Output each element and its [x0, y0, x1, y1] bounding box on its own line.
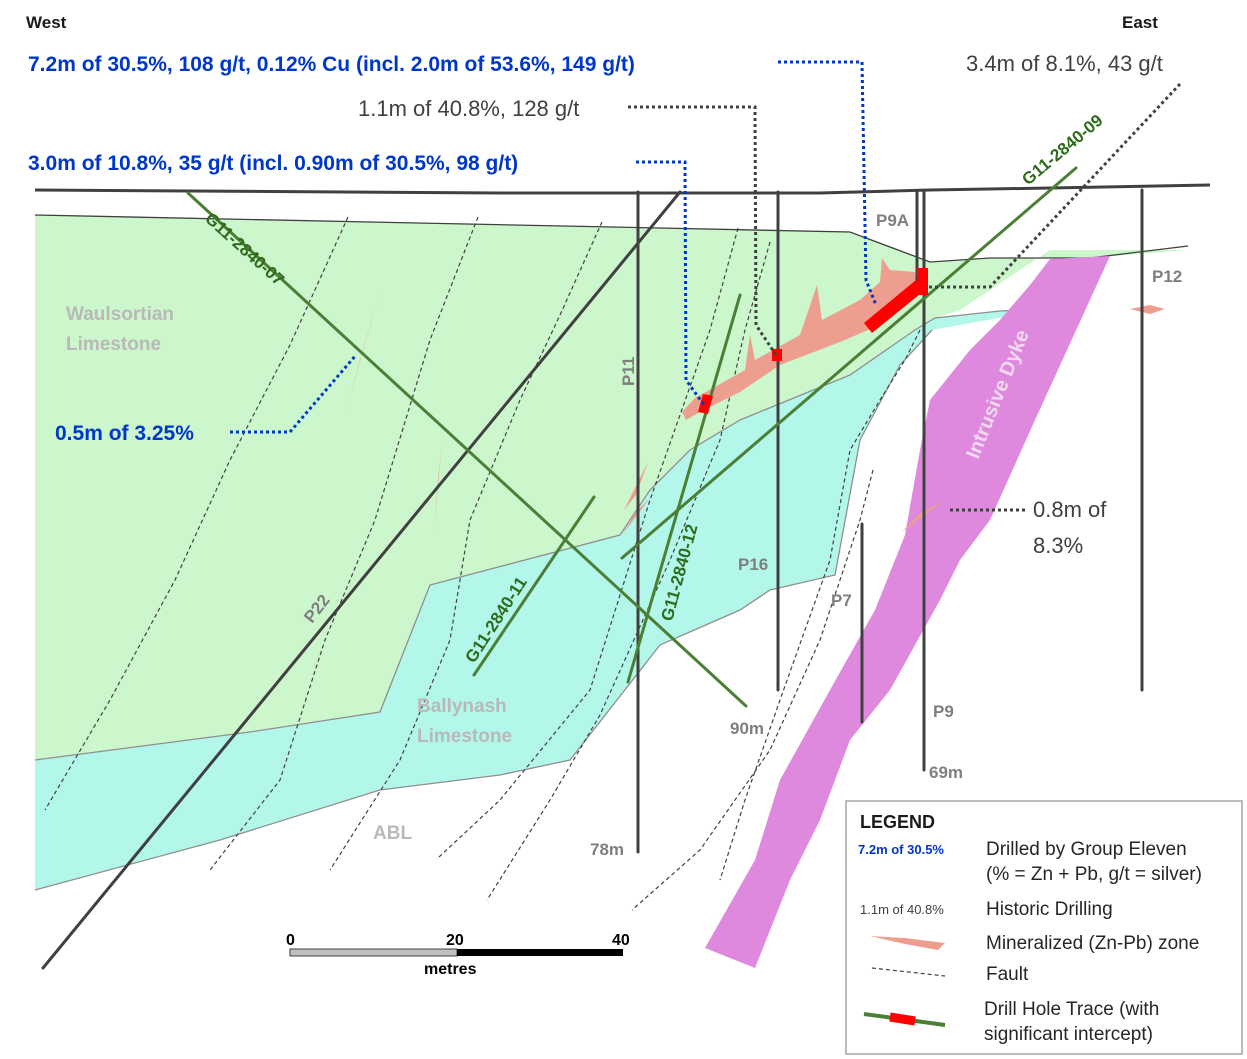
- waulsortian-base-contact: [34, 308, 1049, 761]
- leader-g07-upper: [230, 354, 358, 434]
- legend-group-eleven-label-2: (% = Zn + Pb, g/t = silver): [986, 864, 1202, 885]
- unit-label-abl: ABL: [373, 823, 412, 844]
- depth-label-p11: 78m: [590, 840, 624, 859]
- hole-label-p9: P9: [933, 702, 954, 721]
- mineralized-zone-lens: [624, 462, 648, 510]
- legend-box: [845, 800, 1243, 1055]
- fault-line: [329, 221, 603, 871]
- fault-line: [209, 216, 479, 871]
- callout-hist-p16: 1.1m of 40.8%, 128 g/t: [358, 96, 579, 121]
- legend-fault-swatch: [871, 967, 946, 977]
- scale-bar-light-segment: [289, 948, 458, 957]
- mineralized-zone-main: [682, 258, 918, 420]
- fault-line: [44, 216, 349, 811]
- legend-historic-sample: 1.1m of 40.8%: [860, 902, 944, 917]
- callout-g07-upper: 0.5m of 3.25%: [55, 422, 194, 445]
- legend-historic-label: Historic Drilling: [986, 899, 1113, 920]
- legend-mineralized-label: Mineralized (Zn-Pb) zone: [986, 933, 1199, 954]
- hole-label-p9a: P9A: [876, 211, 909, 230]
- intercept-p16: [772, 349, 782, 361]
- legend-group-eleven-sample: 7.2m of 30.5%: [858, 842, 944, 857]
- depth-label-g07: 90m: [730, 719, 764, 738]
- scale-unit: metres: [424, 961, 477, 978]
- leader-hist-p16: [628, 105, 778, 356]
- mineralized-zone-lens: [1130, 305, 1165, 314]
- ballynash-base-contact: [34, 329, 933, 891]
- intercept-p9a: [917, 268, 928, 295]
- mineralized-zone-lens: [346, 292, 380, 410]
- leader-hist-p9a: [928, 82, 1182, 289]
- ballynash-limestone-unit: [35, 309, 1048, 890]
- depth-label-p9: 69m: [929, 763, 963, 782]
- mineralized-zones: [346, 258, 1165, 535]
- hole-label-p16: P16: [738, 555, 768, 574]
- legend-trace-label-2: significant intercept): [984, 1024, 1153, 1045]
- drill-hole-p22: [41, 190, 682, 970]
- drill-hole-g11-2840-09: [620, 166, 1078, 560]
- fault-line: [631, 469, 874, 911]
- callout-hist-dyke-2: 8.3%: [1033, 533, 1083, 558]
- callout-hist-p9a: 3.4m of 8.1%, 43 g/t: [966, 51, 1163, 76]
- legend-trace-intercept-swatch: [889, 1012, 916, 1026]
- hole-label-p12: P12: [1152, 267, 1182, 286]
- intercept-g07-main: [864, 280, 925, 333]
- unit-label-waulsortian-1: Waulsortian: [66, 304, 174, 325]
- west-label: West: [26, 13, 67, 32]
- mineralized-zone-lens: [622, 498, 650, 535]
- ground-surface: [34, 183, 1211, 195]
- leader-g12-main: [636, 160, 706, 406]
- scale-tick-40: 40: [612, 932, 630, 949]
- fault-line: [486, 241, 771, 901]
- scale-tick-20: 20: [446, 932, 464, 949]
- legend-trace-label-1: Drill Hole Trace (with: [984, 999, 1159, 1020]
- hole-label-p11: P11: [619, 357, 638, 386]
- callout-hist-dyke-1: 0.8m of: [1033, 497, 1107, 522]
- east-label: East: [1122, 13, 1158, 32]
- faults: [44, 216, 921, 911]
- unit-label-waulsortian-2: Limestone: [66, 334, 161, 355]
- intrusive-dyke: [705, 256, 1110, 968]
- drill-hole-g11-2840-07: [186, 191, 748, 708]
- fault-line: [437, 227, 739, 859]
- bedrock-top-contact: [34, 214, 1189, 263]
- hole-label-p7: P7: [831, 591, 852, 610]
- group-eleven-holes: [186, 166, 1078, 708]
- scale-tick-0: 0: [286, 932, 295, 949]
- unit-label-ballynash-1: Ballynash: [417, 696, 507, 717]
- scale-bar-dark-segment: [457, 949, 623, 956]
- callout-g07-main: 7.2m of 30.5%, 108 g/t, 0.12% Cu (incl. …: [28, 53, 635, 76]
- callout-g12-main: 3.0m of 10.8%, 35 g/t (incl. 0.90m of 30…: [28, 152, 518, 175]
- leader-g07-main: [778, 60, 878, 306]
- legend-mineralized-swatch: [870, 936, 945, 950]
- callout-leaders: [230, 60, 1182, 512]
- drill-hole-g11-2840-11: [472, 495, 596, 677]
- intercepts: [698, 268, 928, 414]
- scale-bar: 0 20 40 metres: [286, 932, 630, 978]
- legend-fault-label: Fault: [986, 964, 1029, 985]
- waulsortian-limestone-unit: [35, 215, 1188, 760]
- intercept-g12: [698, 394, 713, 414]
- drill-hole-g11-2840-12: [626, 293, 742, 684]
- legend-group-eleven-label-1: Drilled by Group Eleven: [986, 839, 1187, 860]
- legend: LEGEND 7.2m of 30.5% Drilled by Group El…: [845, 800, 1243, 1055]
- legend-title: LEGEND: [860, 812, 935, 832]
- unit-label-ballynash-2: Limestone: [417, 726, 512, 747]
